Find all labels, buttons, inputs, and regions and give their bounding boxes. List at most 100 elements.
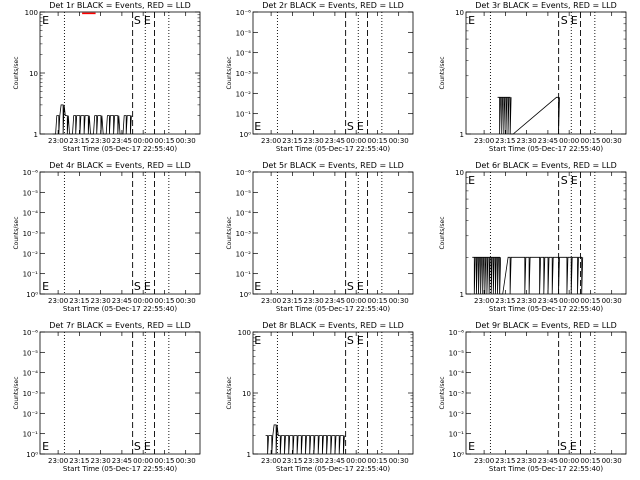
end-marker-e: E [254,280,261,293]
y-tick-label: 10⁻¹ [236,271,252,279]
x-axis-label: Start Time (05-Dec-17 22:55:40) [63,305,177,313]
x-tick-label: 00:30 [176,297,196,305]
x-tick-label: 00:30 [389,457,409,465]
x-tick-label: 00:15 [580,457,600,465]
x-tick-label: 00:15 [367,137,387,145]
start-marker-s: S [347,120,354,133]
y-tick-label: 10⁻⁵ [236,189,252,197]
x-tick-label: 23:45 [325,457,345,465]
y-tick-label: 1 [247,451,251,459]
events-series-line [265,424,345,455]
y-axis-label: Counts/sec [226,216,233,249]
start-marker-s: S [560,440,567,453]
x-tick-label: 00:00 [133,457,153,465]
x-tick-label: 23:15 [282,457,302,465]
x-tick-label: 00:30 [389,137,409,145]
x-tick-label: 00:15 [580,137,600,145]
x-tick-label: 23:45 [112,457,132,465]
x-tick-label: 00:00 [559,297,579,305]
x-axis-label: Start Time (05-Dec-17 22:55:40) [276,145,390,153]
end-marker-e2: E [570,440,577,453]
y-tick-label: 10⁻² [449,410,465,418]
x-tick-label: 23:00 [261,137,281,145]
y-tick-label: 10⁻⁴ [449,370,465,378]
plot-title: Det 9r BLACK = Events, RED = LLD [475,321,617,330]
x-tick-label: 00:00 [346,297,366,305]
x-tick-label: 23:45 [112,137,132,145]
x-tick-label: 23:15 [495,297,515,305]
end-marker-e: E [254,120,261,133]
x-tick-label: 23:30 [91,457,111,465]
x-tick-label: 23:30 [517,457,537,465]
end-marker-e2: E [571,174,578,187]
x-tick-label: 23:15 [282,297,302,305]
end-marker-e: E [468,14,475,27]
x-tick-label: 00:15 [154,137,174,145]
x-tick-label: 00:00 [133,137,153,145]
end-marker-e2: E [357,334,364,347]
y-axis-label: Counts/sec [226,56,233,89]
y-tick-label: 10⁻¹ [236,111,252,119]
x-axis-label: Start Time (05-Dec-17 22:55:40) [63,145,177,153]
x-axis-label: Start Time (05-Dec-17 22:55:40) [489,305,603,313]
end-marker-e: E [468,440,475,453]
y-tick-label: 10⁻³ [23,390,39,398]
x-tick-label: 00:00 [559,137,579,145]
start-marker-s: S [134,14,141,27]
panel-det-5: Det 5r BLACK = Events, RED = LLD 23:00 23:… [226,161,414,313]
x-tick-label: 23:15 [69,137,89,145]
x-axis-label: Start Time (05-Dec-17 22:55:40) [63,465,177,473]
y-tick-label: 10⁰ [452,451,464,459]
y-tick-label: 10⁻³ [449,390,465,398]
x-tick-label: 23:45 [538,457,558,465]
x-tick-label: 23:00 [261,457,281,465]
y-tick-label: 10⁻² [236,90,252,98]
x-tick-label: 00:15 [154,457,174,465]
y-tick-label: 10⁻⁴ [236,210,252,218]
x-tick-label: 00:00 [346,137,366,145]
y-tick-label: 10⁻² [23,250,39,258]
plot-title: Det 8r BLACK = Events, RED = LLD [262,321,404,330]
x-tick-label: 00:30 [602,297,622,305]
x-tick-label: 23:00 [474,137,494,145]
x-tick-label: 23:30 [517,137,537,145]
end-marker-e: E [42,440,49,453]
x-tick-label: 00:15 [154,297,174,305]
y-axis-label: Counts/sec [439,56,446,89]
x-tick-label: 00:30 [389,297,409,305]
x-tick-label: 23:30 [91,137,111,145]
y-tick-label: 10⁰ [239,131,251,139]
y-tick-label: 10⁻⁶ [236,169,252,177]
x-tick-label: 23:00 [48,457,68,465]
y-axis-label: Counts/sec [13,56,20,89]
x-tick-label: 23:00 [261,297,281,305]
x-axis-label: Start Time (05-Dec-17 22:55:40) [276,465,390,473]
plot-title: Det 5r BLACK = Events, RED = LLD [262,161,404,170]
x-tick-label: 23:15 [495,137,515,145]
y-tick-label: 10⁻¹ [23,271,39,279]
x-tick-label: 00:30 [176,137,196,145]
y-tick-label: 10⁻⁵ [23,189,39,197]
plot-frame [465,171,627,295]
start-marker-s: S [561,174,568,187]
end-marker-e2: E [357,280,364,293]
y-axis-label: Counts/sec [226,376,233,409]
y-tick-label: 1 [460,291,464,299]
x-tick-label: 23:15 [69,457,89,465]
plot-title: Det 3r BLACK = Events, RED = LLD [475,1,617,10]
end-marker-e: E [468,174,475,187]
start-marker-s: S [561,14,568,27]
x-tick-label: 23:00 [48,297,68,305]
x-tick-label: 23:15 [495,457,515,465]
y-tick-label: 10⁻² [23,410,39,418]
x-tick-label: 00:30 [176,457,196,465]
y-tick-label: 10⁻³ [236,230,252,238]
y-tick-label: 10 [455,9,464,17]
plot-frame [465,11,627,135]
y-tick-label: 10⁻² [236,250,252,258]
plot-title: Det 2r BLACK = Events, RED = LLD [262,1,404,10]
